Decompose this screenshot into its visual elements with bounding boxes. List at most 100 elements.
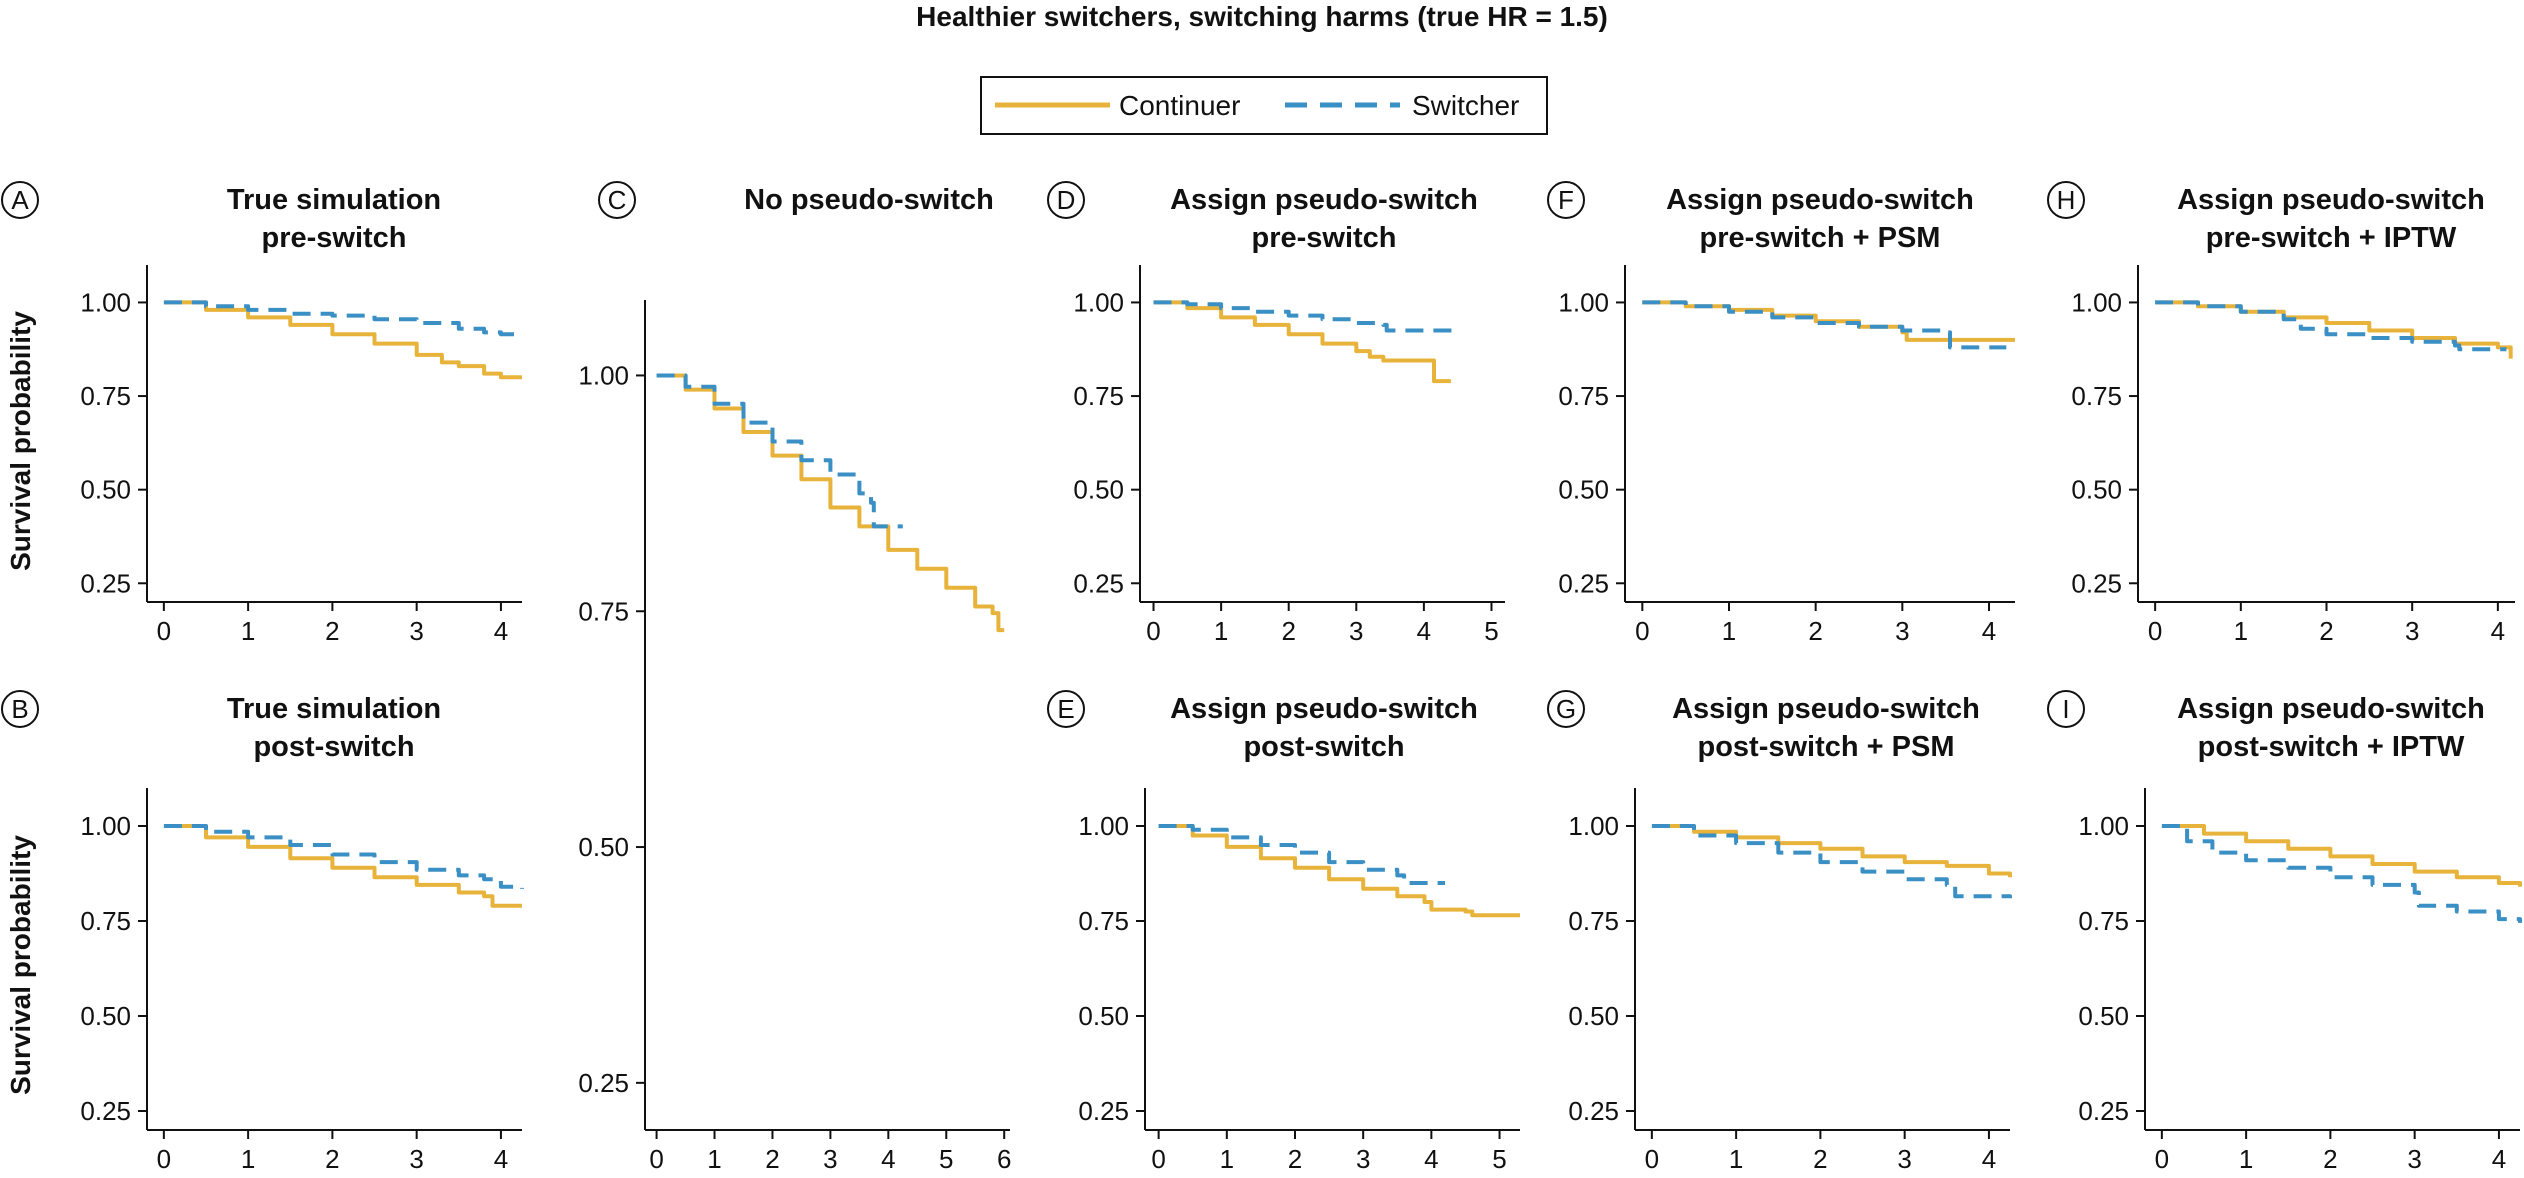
x-tick-label: 3 <box>409 1144 423 1174</box>
panel-e: E Assign pseudo-switch post-switch 0.25 0.50… <box>1047 690 1520 1174</box>
y-tick-label: 0.75 <box>80 906 131 936</box>
y-tick-label: 0.75 <box>578 596 629 626</box>
panel-title-line: post-switch + IPTW <box>2198 731 2465 763</box>
x-tick-label: 1 <box>2239 1144 2253 1174</box>
y-tick-label: 0.75 <box>2071 381 2122 411</box>
x-tick-label: 2 <box>325 1144 339 1174</box>
panel-letter-circle <box>1547 690 1585 728</box>
x-tick-label: 0 <box>2148 616 2162 646</box>
panel-letter: E <box>1057 694 1074 724</box>
y-tick-label: 0.75 <box>1568 906 1619 936</box>
series-line-switcher <box>1642 300 2007 350</box>
series-line-switcher <box>2155 300 2507 352</box>
x-tick-label: 1 <box>1214 616 1228 646</box>
figure-title: Healthier switchers, switching harms (tr… <box>916 1 1608 32</box>
legend: Continuer Switcher <box>980 76 1548 135</box>
x-tick-label: 4 <box>881 1144 895 1174</box>
x-tick-label: 2 <box>2319 616 2333 646</box>
panel-letter: F <box>1558 185 1574 215</box>
panel-letter: D <box>1057 185 1076 215</box>
x-tick-label: 3 <box>409 616 423 646</box>
x-tick-label: 5 <box>939 1144 953 1174</box>
series-line-continuer <box>2155 300 2513 359</box>
x-tick-label: 2 <box>1281 616 1295 646</box>
x-tick-label: 3 <box>1349 616 1363 646</box>
y-tick-label: 1.00 <box>1558 287 1609 317</box>
series-line-continuer <box>1158 824 1520 918</box>
x-tick-label: 0 <box>157 1144 171 1174</box>
panel-letter-circle <box>598 181 636 219</box>
y-tick-label: 1.00 <box>1078 811 1129 841</box>
x-tick-label: 0 <box>157 616 171 646</box>
x-tick-label: 0 <box>649 1144 663 1174</box>
y-tick-label: 1.00 <box>1568 811 1619 841</box>
y-tick-label: 0.25 <box>1568 1096 1619 1126</box>
y-tick-label: 0.25 <box>2071 568 2122 598</box>
x-tick-label: 3 <box>1895 616 1909 646</box>
x-tick-label: 4 <box>1982 616 1996 646</box>
y-tick-label: 0.25 <box>1073 568 1124 598</box>
y-tick-label: 0.50 <box>2078 1001 2129 1031</box>
y-tick-label: 1.00 <box>80 811 131 841</box>
series-line-continuer <box>2161 824 2522 887</box>
y-tick-label: 0.50 <box>1558 475 1609 505</box>
panel-g: G Assign pseudo-switch post-switch + PSM 0.… <box>1547 690 2012 1174</box>
panel-title-line: post-switch <box>1243 731 1404 763</box>
y-tick-label: 0.50 <box>80 475 131 505</box>
y-axis-label-bottom: Survival probability <box>5 835 36 1095</box>
x-tick-label: 1 <box>707 1144 721 1174</box>
x-tick-label: 5 <box>1492 1144 1506 1174</box>
panel-letter: G <box>1556 694 1576 724</box>
panel-letter: I <box>2062 694 2069 724</box>
x-tick-label: 4 <box>494 1144 508 1174</box>
panel-letter-circle <box>1 690 39 728</box>
x-tick-label: 1 <box>241 1144 255 1174</box>
panel-title-line: post-switch + PSM <box>1697 731 1954 763</box>
x-tick-label: 4 <box>1982 1144 1996 1174</box>
x-tick-label: 2 <box>765 1144 779 1174</box>
y-tick-label: 0.25 <box>80 1096 131 1126</box>
x-tick-label: 1 <box>1220 1144 1234 1174</box>
panel-letter-circle <box>1047 181 1085 219</box>
series-line-switcher <box>2161 824 2522 923</box>
y-tick-label: 1.00 <box>2078 811 2129 841</box>
panel-letter: B <box>11 694 28 724</box>
y-axis-label-top: Survival probability <box>5 311 36 571</box>
x-tick-label: 1 <box>2234 616 2248 646</box>
panel-title-line: Assign pseudo-switch <box>1666 184 1974 216</box>
x-tick-label: 1 <box>1729 1144 1743 1174</box>
x-tick-label: 3 <box>2407 1144 2421 1174</box>
x-tick-label: 4 <box>2492 1144 2506 1174</box>
panel-title-line: Assign pseudo-switch <box>1170 693 1478 725</box>
panels: A True simulation pre-switch 0.25 0.50 0.75 1.… <box>1 181 2522 1174</box>
x-tick-label: 2 <box>325 616 339 646</box>
y-tick-label: 0.25 <box>2078 1096 2129 1126</box>
x-tick-label: 5 <box>1484 616 1498 646</box>
panel-title-line: True simulation <box>227 693 441 725</box>
x-tick-label: 0 <box>2155 1144 2169 1174</box>
y-tick-label: 1.00 <box>80 287 131 317</box>
x-tick-label: 1 <box>1722 616 1736 646</box>
series-line-continuer <box>163 300 522 380</box>
x-tick-label: 0 <box>1151 1144 1165 1174</box>
panel-letter-circle <box>2047 181 2085 219</box>
y-tick-label: 0.50 <box>578 832 629 862</box>
y-tick-label: 0.50 <box>1078 1001 1129 1031</box>
panel-letter-circle <box>1547 181 1585 219</box>
panel-letter: C <box>608 185 627 215</box>
series-line-switcher <box>656 373 903 529</box>
y-tick-label: 0.75 <box>80 381 131 411</box>
panel-title-line: pre-switch + IPTW <box>2206 222 2457 254</box>
x-tick-label: 2 <box>1813 1144 1827 1174</box>
y-tick-label: 0.50 <box>1568 1001 1619 1031</box>
panel-h: H Assign pseudo-switch pre-switch + IPTW 0.… <box>2047 181 2515 646</box>
x-tick-label: 2 <box>1808 616 1822 646</box>
series-line-switcher <box>163 300 522 337</box>
panel-title-line: pre-switch <box>1251 222 1396 254</box>
x-tick-label: 6 <box>997 1144 1011 1174</box>
panel-title-line: No pseudo-switch <box>744 184 994 216</box>
y-tick-label: 1.00 <box>578 360 629 390</box>
x-tick-label: 0 <box>1146 616 1160 646</box>
panel-title-line: pre-switch <box>261 222 406 254</box>
x-tick-label: 3 <box>823 1144 837 1174</box>
